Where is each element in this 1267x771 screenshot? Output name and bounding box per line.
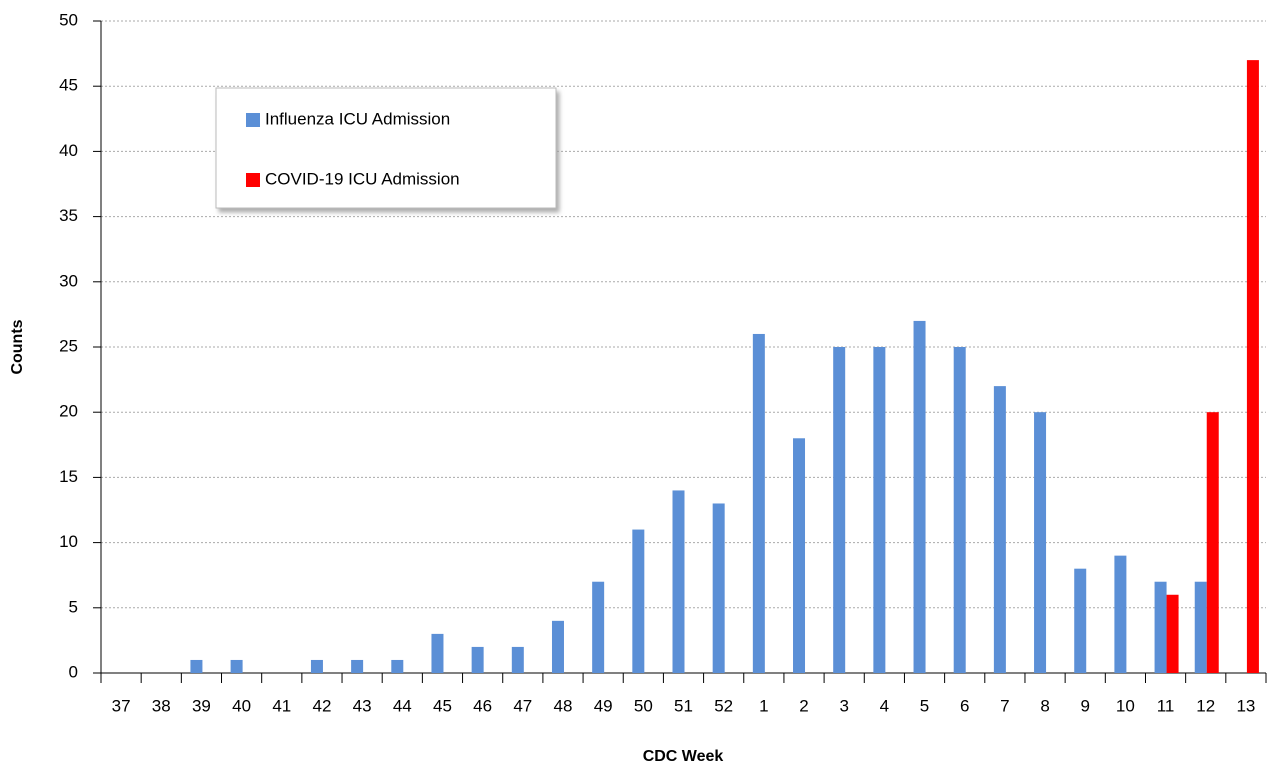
x-tick-label: 9 bbox=[1080, 696, 1089, 715]
y-tick-label: 15 bbox=[59, 467, 78, 486]
bar bbox=[1166, 594, 1179, 673]
bar bbox=[391, 659, 404, 673]
bar bbox=[351, 659, 364, 673]
x-tick-label: 43 bbox=[353, 696, 372, 715]
y-tick-label: 0 bbox=[69, 662, 78, 681]
bar bbox=[913, 320, 926, 673]
x-tick-label: 49 bbox=[594, 696, 613, 715]
bar bbox=[993, 386, 1006, 673]
y-tick-label: 25 bbox=[59, 336, 78, 355]
bar bbox=[1034, 412, 1047, 673]
x-tick-label: 1 bbox=[759, 696, 768, 715]
x-tick-label: 50 bbox=[634, 696, 653, 715]
x-tick-label: 3 bbox=[839, 696, 848, 715]
y-tick-label: 45 bbox=[59, 76, 78, 95]
x-tick-label: 12 bbox=[1196, 696, 1215, 715]
x-tick-label: 39 bbox=[192, 696, 211, 715]
bar bbox=[471, 646, 484, 673]
x-tick-label: 38 bbox=[152, 696, 171, 715]
bar bbox=[833, 347, 846, 673]
bar bbox=[1074, 568, 1087, 673]
x-tick-label: 11 bbox=[1157, 696, 1175, 715]
bar bbox=[1114, 555, 1127, 673]
legend-swatch bbox=[246, 113, 260, 127]
bar bbox=[632, 529, 645, 673]
bar bbox=[672, 490, 685, 673]
x-tick-label: 42 bbox=[312, 696, 331, 715]
bar bbox=[310, 659, 323, 673]
bar bbox=[953, 347, 966, 673]
legend-label: COVID-19 ICU Admission bbox=[265, 169, 460, 188]
x-tick-label: 47 bbox=[513, 696, 532, 715]
x-tick-label: 44 bbox=[393, 696, 412, 715]
bar bbox=[1194, 581, 1207, 673]
x-tick-label: 52 bbox=[714, 696, 733, 715]
x-tick-label: 45 bbox=[433, 696, 452, 715]
x-tick-label: 13 bbox=[1236, 696, 1255, 715]
bar bbox=[511, 646, 524, 673]
bar bbox=[1206, 412, 1219, 673]
bar bbox=[793, 438, 806, 673]
y-tick-label: 35 bbox=[59, 206, 78, 225]
x-tick-label: 8 bbox=[1040, 696, 1049, 715]
y-tick-label: 20 bbox=[59, 402, 78, 421]
y-tick-label: 50 bbox=[59, 10, 78, 29]
x-tick-label: 5 bbox=[920, 696, 929, 715]
x-tick-label: 4 bbox=[880, 696, 889, 715]
legend-box bbox=[215, 87, 557, 209]
x-tick-label: 48 bbox=[554, 696, 573, 715]
bar bbox=[190, 659, 203, 673]
bar bbox=[1154, 581, 1167, 673]
x-tick-label: 46 bbox=[473, 696, 492, 715]
x-tick-label: 10 bbox=[1116, 696, 1135, 715]
x-axis-title: CDC Week bbox=[643, 748, 724, 765]
x-tick-label: 41 bbox=[272, 696, 291, 715]
bar bbox=[551, 620, 564, 673]
x-tick-label: 2 bbox=[799, 696, 808, 715]
y-tick-label: 5 bbox=[69, 597, 78, 616]
x-tick-label: 40 bbox=[232, 696, 251, 715]
y-tick-label: 30 bbox=[59, 271, 78, 290]
bar bbox=[873, 347, 886, 673]
bar bbox=[1246, 60, 1259, 674]
bar bbox=[712, 503, 725, 673]
y-tick-label: 10 bbox=[59, 532, 78, 551]
x-tick-label: 37 bbox=[112, 696, 131, 715]
legend-swatch bbox=[246, 173, 260, 187]
bar bbox=[592, 581, 605, 673]
x-tick-label: 7 bbox=[1000, 696, 1009, 715]
bar bbox=[752, 333, 765, 673]
bar bbox=[230, 659, 243, 673]
y-axis-title: Counts bbox=[9, 319, 26, 374]
x-tick-label: 51 bbox=[674, 696, 693, 715]
legend: Influenza ICU Admission COVID-19 ICU Admi… bbox=[215, 87, 557, 209]
y-tick-label: 40 bbox=[59, 141, 78, 160]
x-tick-label: 6 bbox=[960, 696, 969, 715]
legend-label: Influenza ICU Admission bbox=[265, 109, 450, 128]
bar bbox=[431, 633, 444, 673]
